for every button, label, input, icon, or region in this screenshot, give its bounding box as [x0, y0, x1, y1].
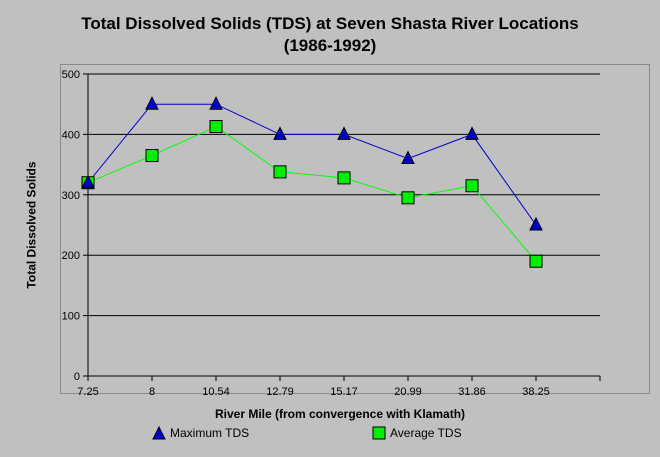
x-axis-label: River Mile (from convergence with Klamat… — [214, 407, 466, 421]
y-tick-label: 100 — [62, 311, 80, 323]
chart-title: Total Dissolved Solids (TDS) at Seven Sh… — [81, 14, 579, 33]
y-tick-label: 200 — [62, 250, 80, 262]
y-tick-label: 400 — [62, 129, 80, 141]
legend-item-maximum: Maximum TDS — [152, 426, 249, 440]
legend-item-average: Average TDS — [372, 426, 462, 440]
data-point-maximum — [209, 96, 223, 110]
data-point-maximum — [337, 126, 351, 140]
data-point-maximum — [529, 216, 543, 231]
legend-label-maximum: Maximum TDS — [170, 426, 250, 440]
series-line-maximum — [87, 103, 537, 226]
data-point-average — [337, 171, 351, 185]
data-point-average — [209, 120, 223, 134]
x-tick-label: 7.25 — [77, 386, 98, 398]
chart-subtitle: (1986-1992) — [283, 36, 377, 55]
data-point-average — [529, 254, 543, 268]
data-point-average — [465, 179, 479, 193]
y-tick-label: 0 — [74, 371, 80, 383]
y-tick-label: 500 — [62, 69, 80, 81]
data-point-maximum — [81, 174, 95, 189]
data-point-maximum — [401, 150, 415, 165]
x-tick-label: 15.17 — [330, 386, 358, 398]
series-line-average — [87, 125, 537, 262]
data-point-maximum — [145, 96, 159, 110]
x-tick-label: 12.79 — [266, 386, 294, 398]
data-point-average — [145, 149, 159, 163]
y-tick-label: 300 — [62, 190, 80, 202]
x-tick-label: 20.99 — [394, 386, 422, 398]
x-tick-label: 31.86 — [458, 386, 486, 398]
triangle-icon — [152, 426, 166, 440]
plot-frame — [60, 64, 650, 394]
data-point-average — [273, 165, 287, 179]
y-axis-label-wrap: Total Dissolved Solids — [20, 75, 44, 375]
square-icon — [372, 426, 386, 440]
data-point-average — [401, 191, 415, 205]
x-tick-label: 10.54 — [202, 386, 230, 398]
data-point-maximum — [465, 126, 479, 140]
y-axis-label: Total Dissolved Solids — [25, 161, 40, 289]
data-point-maximum — [273, 126, 287, 140]
x-tick-label: 38.25 — [522, 386, 550, 398]
legend-label-average: Average TDS — [390, 426, 462, 440]
x-tick-label: 8 — [149, 386, 155, 398]
